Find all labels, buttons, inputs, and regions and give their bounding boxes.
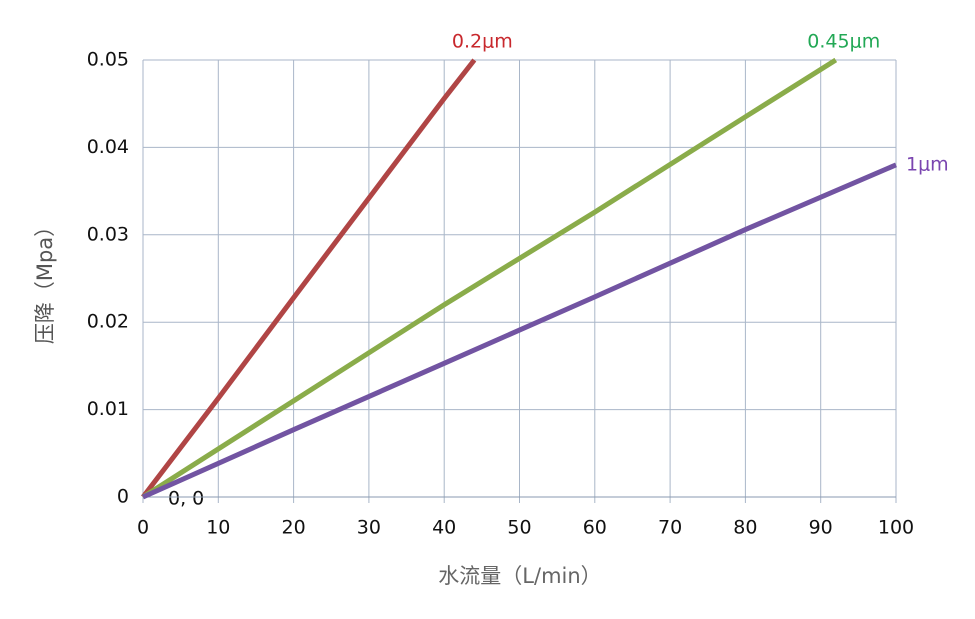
- x-axis-label: 水流量（L/min）: [438, 564, 601, 588]
- x-tick-label: 50: [507, 517, 531, 539]
- series-label: 0.2μm: [452, 31, 513, 53]
- x-tick-label: 90: [809, 517, 833, 539]
- x-tick-label: 10: [206, 517, 230, 539]
- y-axis-label: 压降（Mpa）: [33, 216, 57, 344]
- y-tick-label: 0.05: [87, 49, 129, 71]
- series-line: [141, 57, 838, 500]
- series-label: 0.45μm: [807, 31, 880, 53]
- series-label: 1μm: [906, 153, 949, 175]
- annotation: 0, 0: [168, 488, 204, 510]
- x-tick-label: 40: [432, 517, 456, 539]
- x-tick-label: 0: [137, 517, 149, 539]
- y-tick-label: 0.04: [87, 136, 129, 158]
- x-tick-label: 20: [282, 517, 306, 539]
- y-tick-label: 0.03: [87, 223, 129, 245]
- x-tick-label: 60: [583, 517, 607, 539]
- series-line: [141, 58, 477, 499]
- x-tick-label: 100: [878, 517, 914, 539]
- y-tick-label: 0: [117, 486, 129, 508]
- x-tick-label: 80: [733, 517, 757, 539]
- series-line: [141, 162, 897, 500]
- x-tick-label: 30: [357, 517, 381, 539]
- y-tick-label: 0.02: [87, 311, 129, 333]
- y-tick-label: 0.01: [87, 398, 129, 420]
- x-tick-label: 70: [658, 517, 682, 539]
